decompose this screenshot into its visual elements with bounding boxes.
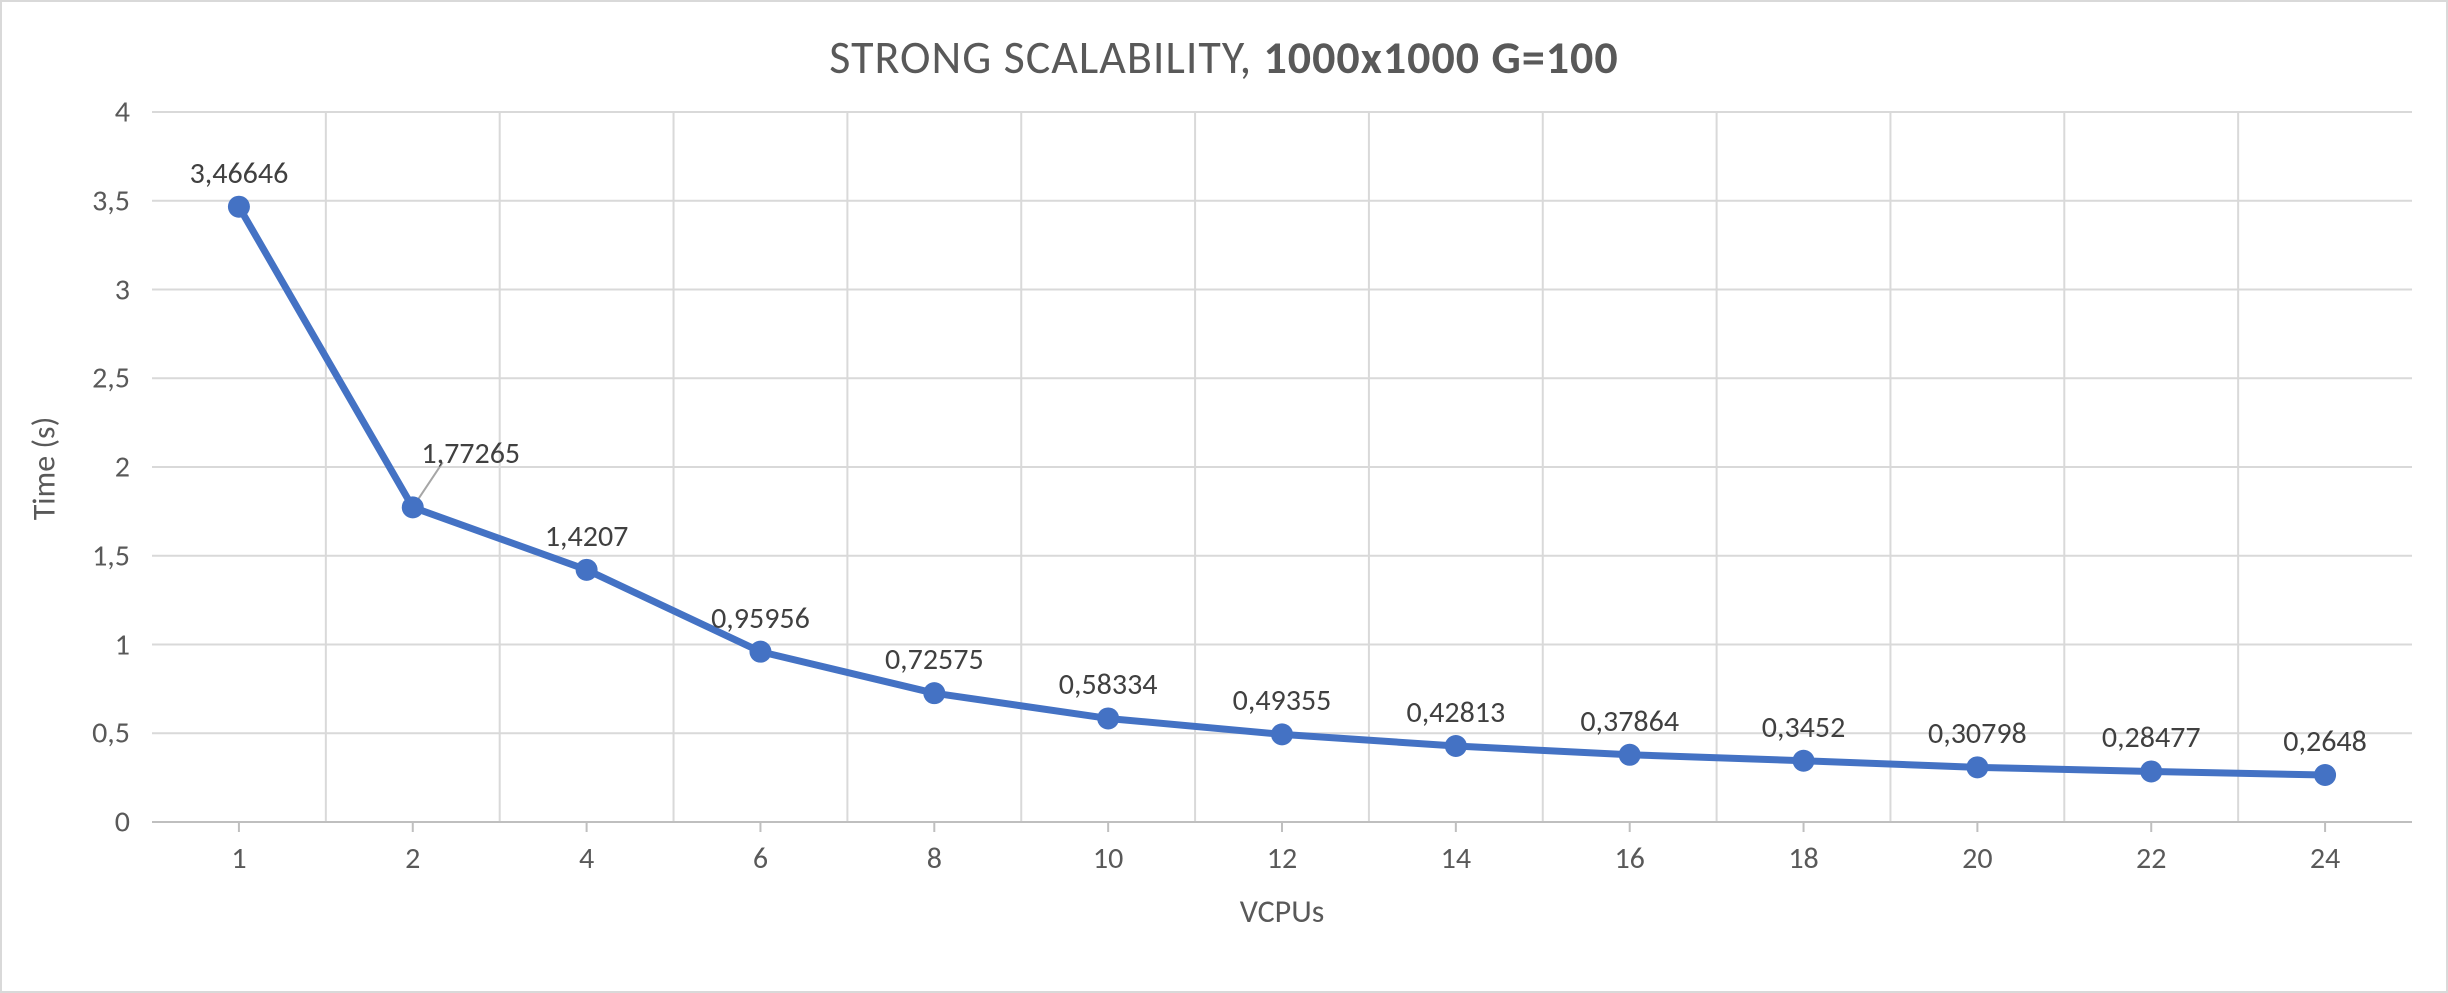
x-tick-label: 6 <box>753 840 768 877</box>
data-label: 0,42813 <box>1406 694 1505 731</box>
x-tick-label: 2 <box>405 840 420 877</box>
data-label: 0,2648 <box>2283 723 2367 760</box>
data-label: 0,95956 <box>711 600 810 637</box>
x-tick-label: 10 <box>1093 840 1123 877</box>
data-label: 0,3452 <box>1762 709 1846 746</box>
data-label: 1,4207 <box>545 518 629 555</box>
y-tick-label: 0 <box>50 804 130 841</box>
y-tick-label: 3 <box>50 271 130 308</box>
data-label: 0,37864 <box>1580 703 1679 740</box>
x-tick-label: 24 <box>2310 840 2340 877</box>
data-label: 3,46646 <box>190 155 289 192</box>
data-label: 1,77265 <box>421 435 520 472</box>
y-tick-label: 4 <box>50 94 130 131</box>
x-tick-label: 12 <box>1267 840 1297 877</box>
chart-title-bold: 1000x1000 G=100 <box>1263 30 1618 86</box>
y-tick-label: 2 <box>50 449 130 486</box>
x-tick-label: 1 <box>231 840 246 877</box>
chart-frame: STRONG SCALABILITY, 1000x1000 G=100 Time… <box>0 0 2448 993</box>
chart-title-prefix: STRONG SCALABILITY, <box>829 30 1263 86</box>
data-label: 0,72575 <box>885 641 984 678</box>
x-axis-title: VCPUs <box>152 892 2412 931</box>
y-tick-label: 1 <box>50 626 130 663</box>
x-tick-label: 20 <box>1962 840 1992 877</box>
y-tick-label: 0,5 <box>50 715 130 752</box>
x-tick-label: 8 <box>927 840 942 877</box>
data-label: 0,58334 <box>1059 666 1158 703</box>
data-label: 0,28477 <box>2102 719 2201 756</box>
data-label: 0,49355 <box>1233 682 1332 719</box>
y-tick-label: 2,5 <box>50 360 130 397</box>
x-tick-label: 4 <box>579 840 594 877</box>
x-tick-label: 18 <box>1788 840 1818 877</box>
data-label: 0,30798 <box>1928 715 2027 752</box>
chart-title: STRONG SCALABILITY, 1000x1000 G=100 <box>2 30 2446 86</box>
x-tick-label: 14 <box>1441 840 1471 877</box>
y-tick-label: 3,5 <box>50 182 130 219</box>
y-tick-label: 1,5 <box>50 537 130 574</box>
x-tick-label: 16 <box>1614 840 1644 877</box>
x-tick-label: 22 <box>2136 840 2166 877</box>
